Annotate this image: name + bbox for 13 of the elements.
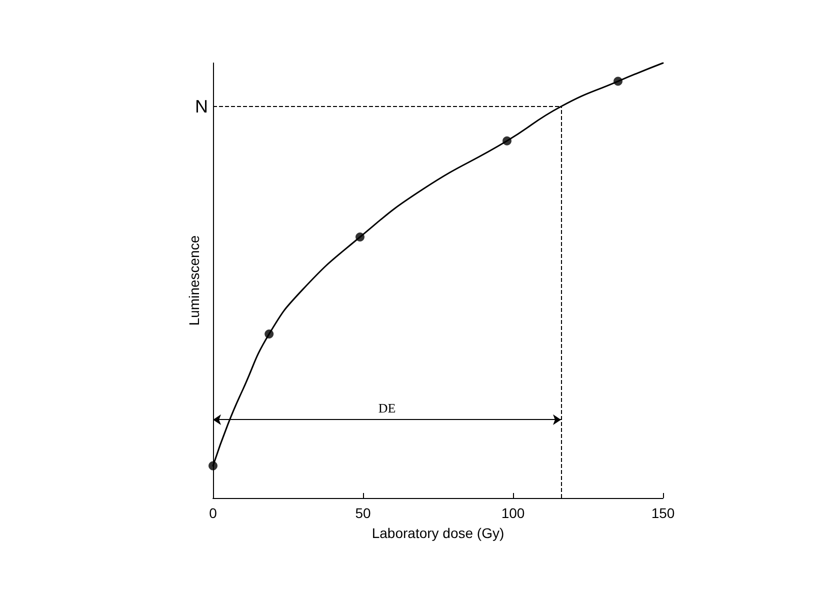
annotation: DE — [378, 400, 396, 416]
point — [502, 136, 512, 146]
point — [356, 232, 364, 242]
x-tick-label: 100 — [501, 505, 525, 521]
x-axis-title: Laboratory dose (Gy) — [372, 525, 504, 541]
point — [264, 330, 274, 338]
y-axis-title: Luminescence — [186, 235, 202, 326]
x-tick-label: 150 — [651, 505, 675, 521]
x-tick-label: 50 — [355, 505, 371, 521]
point — [208, 461, 218, 470]
x-tick-label: 0 — [209, 505, 218, 521]
ref-line-label: N — [195, 96, 208, 116]
point — [614, 76, 622, 86]
